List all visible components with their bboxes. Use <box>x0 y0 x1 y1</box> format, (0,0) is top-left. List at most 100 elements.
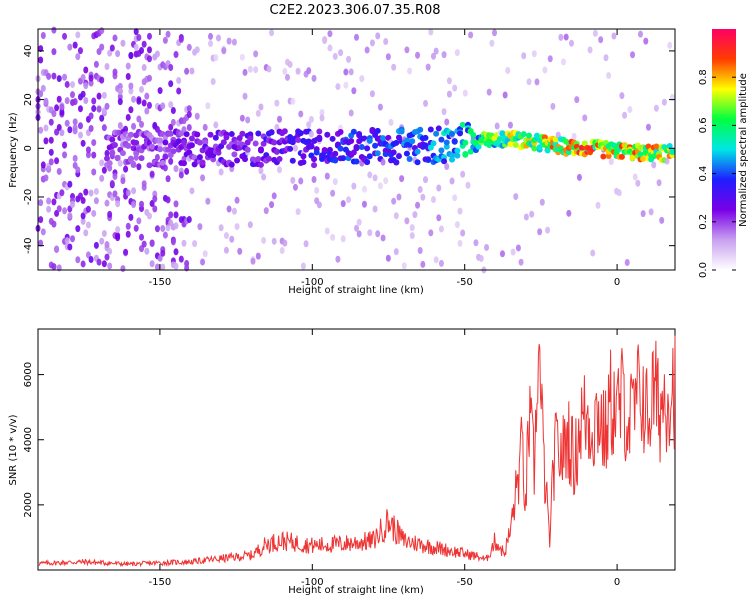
spectrogram-cell <box>104 149 110 157</box>
spectrogram-x-tick-label: -50 <box>457 277 473 288</box>
spectrogram-cell <box>59 189 65 197</box>
spectrogram-cell <box>372 142 379 149</box>
spectrogram-cell <box>282 239 288 247</box>
spectrogram-cell <box>478 255 484 263</box>
spectrogram-cell <box>420 260 426 268</box>
spectrogram-cell <box>59 129 65 137</box>
spectrogram-cell <box>542 66 548 74</box>
spectrogram-cell <box>507 141 514 148</box>
spectrogram-cell <box>494 122 500 130</box>
spectrogram-cell <box>149 170 155 178</box>
spectrogram-cell <box>146 32 152 40</box>
spectrogram-cell <box>499 250 505 258</box>
spectrogram-cell <box>391 197 397 205</box>
spectrogram-cell <box>157 87 163 95</box>
colorbar-tick-label: 0.4 <box>698 166 709 182</box>
spectrogram-cell <box>537 228 543 236</box>
spectrogram-cell <box>438 136 445 143</box>
spectrogram-cell <box>170 107 176 115</box>
spectrogram-cell <box>457 130 464 137</box>
spectrogram-cell <box>133 139 140 146</box>
spectrogram-cell <box>468 31 474 39</box>
spectrogram-cell <box>415 51 421 59</box>
spectrogram-cell <box>380 234 386 242</box>
spectrogram-cell <box>375 32 381 40</box>
spectrogram-cell <box>51 72 57 80</box>
spectrogram-cell <box>38 45 44 53</box>
spectrogram-cell <box>632 173 638 181</box>
spectrogram-cell <box>539 198 545 206</box>
spectrogram-cell <box>46 72 52 80</box>
spectrogram-cell <box>149 200 155 208</box>
spectrogram-cell <box>72 98 78 106</box>
spectrogram-cell <box>409 138 416 145</box>
spectrogram-cell <box>308 115 314 123</box>
spectrogram-cell <box>255 109 261 117</box>
spectrogram-cell <box>51 26 57 34</box>
spectrogram-cell <box>54 104 60 112</box>
spectrogram-cell <box>162 36 168 44</box>
spectrogram-cell <box>136 34 142 42</box>
spectrogram-cell <box>618 153 625 160</box>
spectrogram-cell <box>454 221 460 229</box>
spectrogram-cell <box>88 112 94 120</box>
spectrogram-cell <box>72 118 78 126</box>
spectrogram-cell <box>83 188 89 196</box>
spectrogram-cell <box>430 140 437 147</box>
spectrogram-cell <box>128 106 134 114</box>
spectrogram-cells <box>35 26 676 274</box>
spectrogram-cell <box>237 247 243 255</box>
spectrogram-cell <box>170 148 177 155</box>
spectrogram-cell <box>99 27 105 35</box>
spectrogram-cell <box>139 200 145 208</box>
spectrogram-cell <box>162 164 168 172</box>
spectrogram-cell <box>120 39 126 47</box>
spectrogram-cell <box>167 130 174 137</box>
spectrogram-cell <box>131 201 137 209</box>
spectrogram-cell <box>297 130 304 137</box>
spectrogram-cell <box>269 29 275 37</box>
spectrogram-cell <box>202 139 209 146</box>
spectrogram-cell <box>178 171 184 179</box>
spectrogram-cell <box>104 102 110 110</box>
spectrogram-cell <box>316 136 323 143</box>
spectrogram-cell <box>361 200 367 208</box>
spectrogram-cell <box>406 155 413 162</box>
spectrogram-cell <box>380 135 387 142</box>
spectrogram-cell <box>536 144 543 151</box>
spectrogram-cell <box>563 33 569 41</box>
spectrogram-cell <box>425 156 432 163</box>
spectrogram-cell <box>38 199 44 207</box>
spectrogram-cell <box>170 118 176 126</box>
spectrogram-cell <box>104 62 110 70</box>
spectrogram-cell <box>56 95 62 103</box>
spectrogram-cell <box>162 231 168 239</box>
spectrogram-cell <box>64 119 70 127</box>
spectrogram-cell <box>366 137 373 144</box>
spectrogram-cell <box>369 127 376 134</box>
spectrogram-cell <box>85 205 91 213</box>
spectrogram-cell <box>515 244 521 252</box>
spectrogram-cell <box>75 166 81 174</box>
snr-series-line <box>37 335 676 568</box>
spectrogram-cell <box>512 142 519 149</box>
spectrogram-cell <box>117 98 123 106</box>
spectrogram-cell <box>298 177 304 185</box>
spectrogram-cell <box>292 144 298 152</box>
spectrogram-cell <box>181 239 187 247</box>
spectrogram-cell <box>454 49 460 57</box>
spectrogram-cell <box>653 104 659 112</box>
spectrogram-cell <box>460 229 466 237</box>
spectrogram-cell <box>544 147 551 154</box>
spectrogram-cell <box>643 37 649 45</box>
spectrogram-cell <box>75 31 81 39</box>
spectrogram-cell <box>184 67 190 75</box>
spectrogram-cell <box>80 260 86 268</box>
spectrogram-cell <box>199 159 206 166</box>
spectrogram-cell <box>189 187 195 195</box>
spectrogram-cell <box>56 205 62 213</box>
spectrogram-cell <box>136 217 142 225</box>
spectrogram-cell <box>582 114 588 122</box>
spectrogram-cell <box>152 195 158 203</box>
spectrogram-cell <box>656 179 662 187</box>
